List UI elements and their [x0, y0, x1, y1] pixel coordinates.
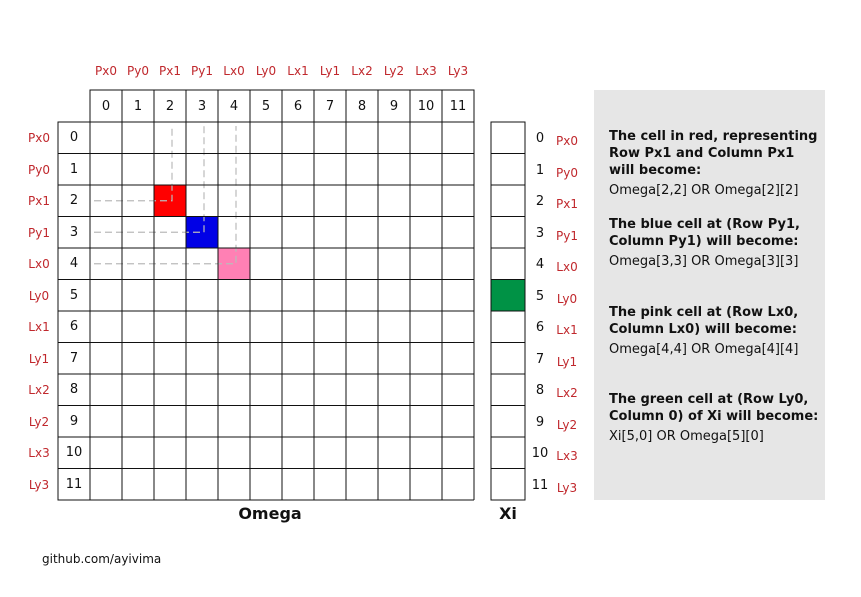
row-label-Py1: Py1	[28, 225, 50, 240]
row-index-4: 4	[69, 256, 79, 271]
explanation-pink-heading: The pink cell at (Row Lx0, Column Lx0) w…	[609, 305, 799, 337]
column-index-11: 11	[449, 99, 467, 114]
row-label-Lx3: Lx3	[28, 446, 50, 460]
xi-row-index-3: 3	[535, 225, 545, 241]
row-index-10: 10	[65, 445, 83, 460]
xi-row-index-4: 4	[535, 257, 545, 272]
explanation-green-heading: The green cell at (Row Ly0, Column 0) of…	[609, 392, 819, 424]
xi-row-index-10: 10	[531, 446, 549, 461]
xi-row-label-Ly0: Ly0	[556, 291, 578, 306]
xi-row-label-Lx0: Lx0	[556, 260, 578, 274]
row-index-8: 8	[69, 382, 79, 397]
xi-row-index-11: 11	[531, 477, 549, 493]
column-index-0: 0	[101, 99, 111, 114]
xi-row-label-Ly1: Ly1	[556, 354, 578, 369]
column-index-7: 7	[325, 99, 335, 114]
column-index-9: 9	[389, 99, 399, 114]
row-label-Lx1: Lx1	[28, 320, 50, 334]
guide-line-1	[94, 126, 205, 233]
column-label-Py0: Py0	[127, 64, 149, 78]
column-label-Px0: Px0	[95, 64, 117, 78]
row-index-1: 1	[69, 161, 79, 177]
column-index-4: 4	[229, 99, 239, 114]
column-index-3: 3	[197, 99, 207, 114]
omega-caption: Omega	[238, 504, 302, 523]
footer-link-text: github.com/ayivima	[42, 552, 162, 566]
explanation-panel	[594, 90, 825, 500]
row-index-3: 3	[69, 224, 79, 240]
xi-highlight-cell	[491, 279, 525, 311]
xi-row-index-8: 8	[535, 383, 545, 398]
xi-row-label-Py0: Py0	[556, 165, 578, 180]
column-label-Ly3: Ly3	[447, 64, 469, 78]
xi-caption: Xi	[499, 504, 517, 523]
row-index-7: 7	[69, 350, 79, 366]
column-label-Lx3: Lx3	[415, 64, 437, 78]
column-label-Px1: Px1	[159, 64, 181, 78]
xi-row-index-2: 2	[535, 194, 545, 209]
column-index-10: 10	[417, 99, 435, 114]
column-index-6: 6	[293, 99, 303, 114]
column-label-Lx0: Lx0	[223, 64, 245, 78]
row-label-Ly1: Ly1	[28, 351, 50, 366]
row-label-Ly2: Ly2	[28, 414, 50, 429]
column-index-1: 1	[133, 99, 143, 114]
explanation-red: The cell in red, representing Row Px1 an…	[609, 128, 819, 199]
column-label-Py1: Py1	[191, 64, 213, 78]
explanation-blue-heading: The blue cell at (Row Py1, Column Py1) w…	[609, 217, 800, 249]
row-index-6: 6	[69, 319, 79, 334]
row-label-Py0: Py0	[28, 162, 50, 177]
explanation-blue: The blue cell at (Row Py1, Column Py1) w…	[609, 216, 819, 270]
row-label-Lx0: Lx0	[28, 257, 50, 271]
xi-row-label-Ly2: Ly2	[556, 417, 578, 432]
row-label-Px1: Px1	[28, 194, 50, 208]
explanation-red-expr: Omega[2,2] OR Omega[2][2]	[609, 183, 799, 198]
row-index-5: 5	[69, 287, 79, 303]
column-label-Ly1: Ly1	[319, 64, 341, 78]
xi-row-label-Py1: Py1	[556, 228, 578, 243]
explanation-red-heading: The cell in red, representing Row Px1 an…	[609, 129, 818, 178]
highlight-cell-1	[186, 216, 218, 248]
guide-line-0	[94, 126, 173, 202]
xi-row-label-Lx3: Lx3	[556, 449, 578, 463]
column-label-Ly2: Ly2	[383, 64, 405, 78]
highlight-cell-0	[154, 185, 186, 217]
column-label-Lx2: Lx2	[351, 64, 373, 78]
highlight-cell-2	[218, 248, 250, 280]
explanation-pink: The pink cell at (Row Lx0, Column Lx0) w…	[609, 304, 819, 358]
explanation-blue-expr: Omega[3,3] OR Omega[3][3]	[609, 254, 799, 269]
column-index-8: 8	[357, 99, 367, 114]
column-index-2: 2	[165, 99, 175, 114]
column-label-Lx1: Lx1	[287, 64, 309, 78]
xi-row-index-9: 9	[535, 414, 545, 430]
xi-row-index-7: 7	[535, 351, 545, 367]
row-index-0: 0	[69, 130, 79, 145]
xi-row-index-6: 6	[535, 320, 545, 335]
explanation-pink-expr: Omega[4,4] OR Omega[4][4]	[609, 342, 799, 357]
xi-row-label-Lx1: Lx1	[556, 323, 578, 337]
xi-row-label-Ly3: Ly3	[556, 480, 578, 495]
column-index-5: 5	[261, 99, 271, 114]
row-label-Px0: Px0	[28, 131, 50, 145]
xi-row-label-Px1: Px1	[556, 197, 578, 211]
row-index-2: 2	[69, 193, 79, 208]
explanation-green-expr: Xi[5,0] OR Omega[5][0]	[609, 429, 764, 444]
xi-row-label-Lx2: Lx2	[556, 386, 578, 400]
xi-row-label-Px0: Px0	[556, 134, 578, 148]
row-label-Lx2: Lx2	[28, 383, 50, 397]
explanation-green: The green cell at (Row Ly0, Column 0) of…	[609, 391, 819, 445]
xi-row-index-0: 0	[535, 131, 545, 146]
xi-row-index-5: 5	[535, 288, 545, 304]
xi-row-index-1: 1	[535, 162, 545, 178]
row-index-9: 9	[69, 413, 79, 429]
row-label-Ly0: Ly0	[28, 288, 50, 303]
row-label-Ly3: Ly3	[28, 477, 50, 492]
column-label-Ly0: Ly0	[255, 64, 277, 78]
guide-line-2	[94, 126, 237, 265]
row-index-11: 11	[65, 476, 83, 492]
